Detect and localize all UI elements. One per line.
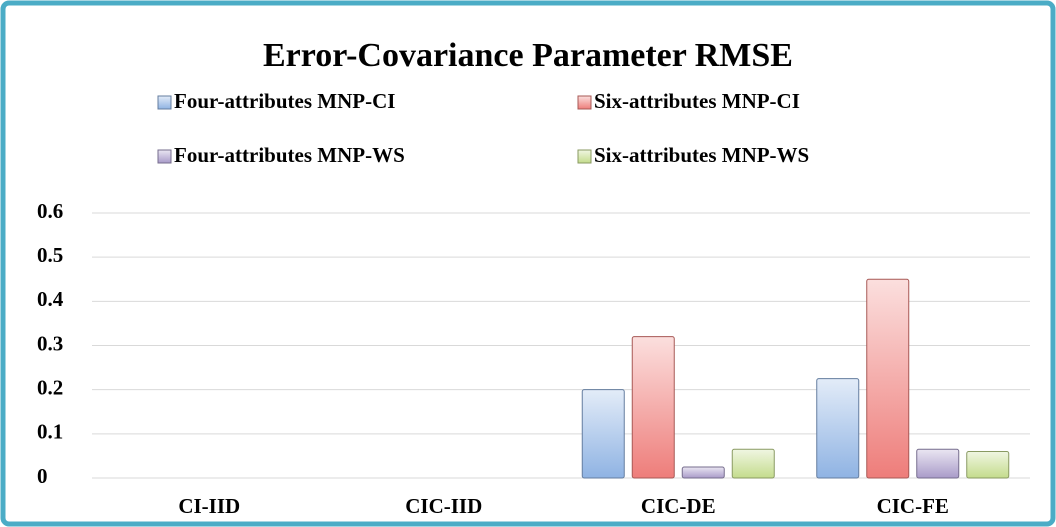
bar [631,336,675,479]
legend-label: Four-attributes MNP-WS [174,143,405,167]
bar [966,451,1010,479]
legend-label: Four-attributes MNP-CI [174,89,395,113]
x-tick-label: CI-IID [178,494,240,518]
bar [866,278,910,479]
y-tick-label: 0.1 [37,420,63,444]
y-tick-label: 0.5 [37,243,63,267]
chart-title: Error-Covariance Parameter RMSE [263,37,793,74]
bar [581,389,625,479]
legend-label: Six-attributes MNP-WS [594,143,809,167]
y-tick-label: 0 [37,464,48,488]
legend-swatch [157,149,172,164]
bar [681,466,725,479]
x-tick-label: CIC-DE [641,494,716,518]
x-tick-label: CIC-FE [877,494,949,518]
y-tick-label: 0.2 [37,375,63,399]
legend-swatch [157,95,172,110]
legend-swatch [577,149,592,164]
bar [916,448,960,479]
x-tick-label: CIC-IID [405,494,482,518]
legend-label: Six-attributes MNP-CI [594,89,800,113]
y-tick-label: 0.3 [37,331,63,355]
bar [731,448,775,479]
y-tick-label: 0.6 [37,199,63,223]
legend-swatch [577,95,592,110]
y-tick-label: 0.4 [37,287,64,311]
bar [816,378,860,479]
